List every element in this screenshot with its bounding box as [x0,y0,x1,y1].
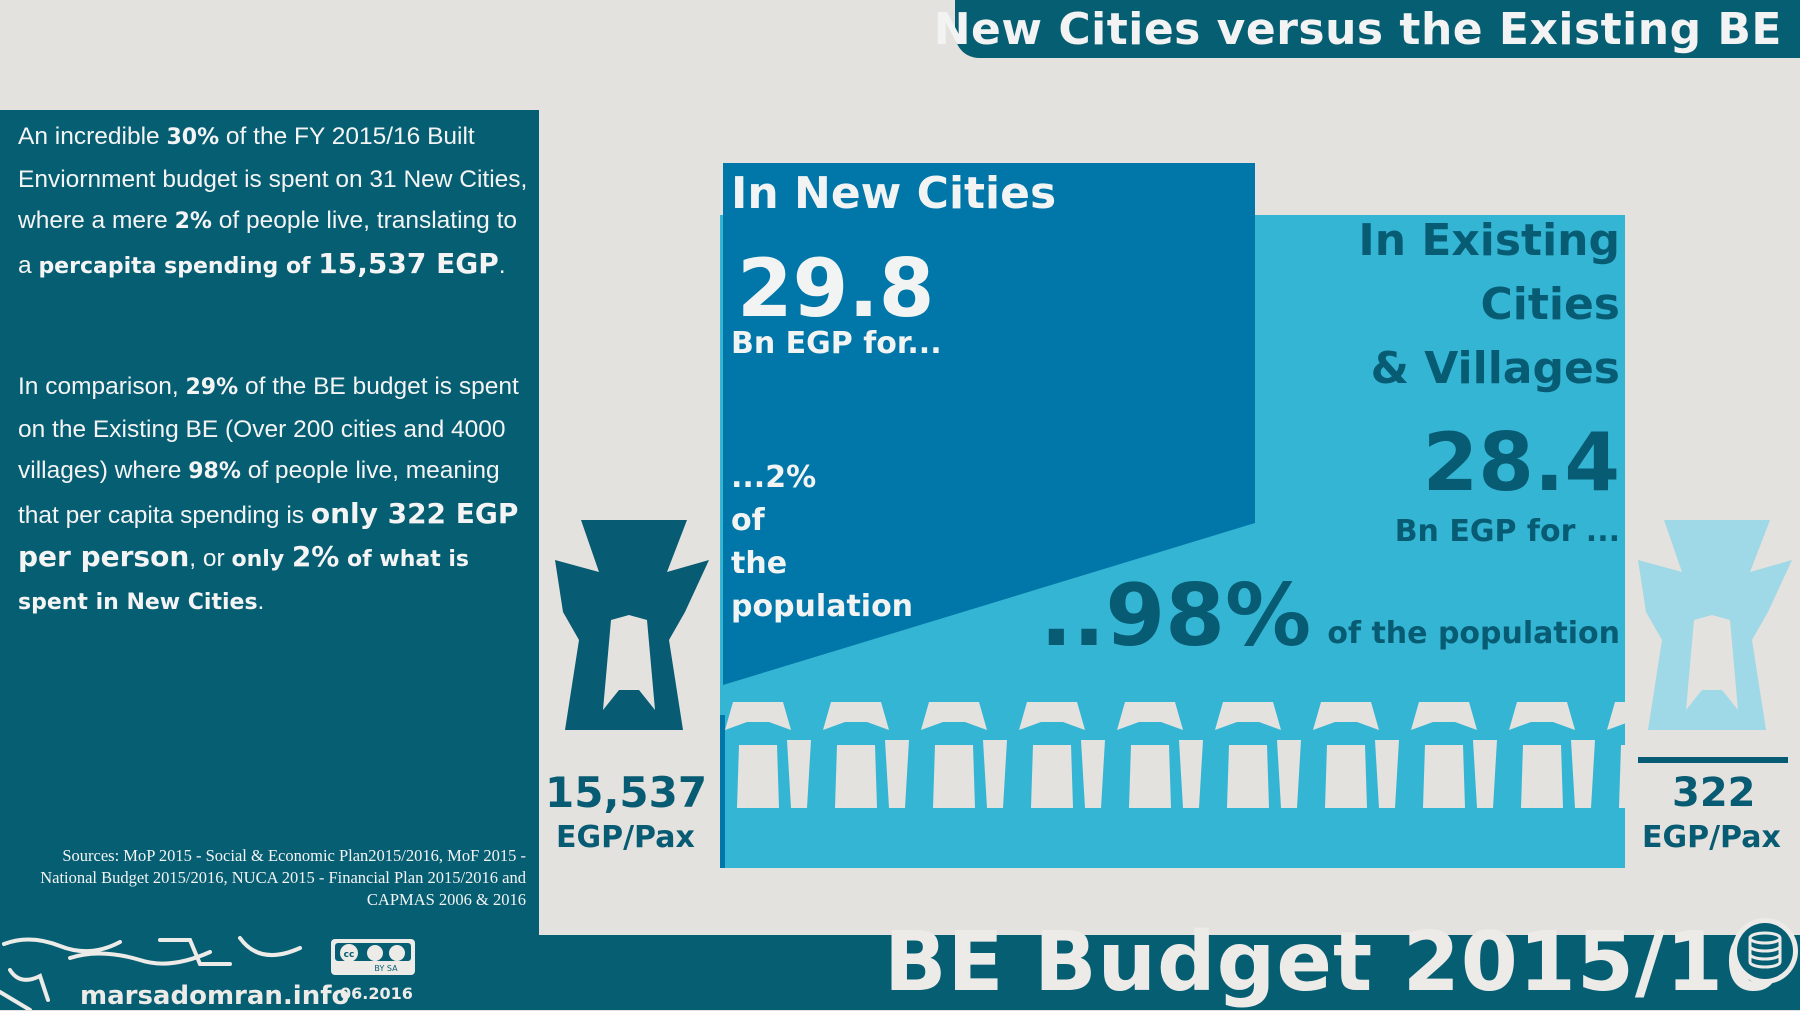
title-bar: New Cities versus the Existing BE [934,0,1800,58]
crowd-figure [1423,745,1465,808]
text-segment: In comparison, [18,373,186,400]
crowd-figure [1227,745,1269,808]
crowd-figure [1375,740,1399,808]
coin-stack-icon [1732,918,1798,984]
crowd-figure [725,702,791,730]
text-segment: 2% [174,209,212,234]
crowd-figure [787,740,811,808]
svg-text:cc: cc [344,950,355,960]
crowd-figure [1473,740,1497,808]
date-label: 06.2016 [340,984,413,1003]
crowd-figure [933,745,975,808]
new-cities-unit: Bn EGP for... [731,326,942,361]
crowd-figure [983,740,1007,808]
crowd-figure [1277,740,1301,808]
crowd-figure [1521,745,1563,808]
sources-note: Sources: MoP 2015 - Social & Economic Pl… [40,846,526,909]
person-figure-icon-small [1638,520,1792,763]
existing-heading: In Existing Cities & Villages [1358,215,1620,394]
crowd-figure [921,702,987,730]
page-title: New Cities versus the Existing BE [933,4,1782,55]
existing-population-label: of the population [1327,616,1620,651]
crowd-figure [1179,740,1203,808]
left-info-panel [0,110,539,1010]
crowd-figure [835,745,877,808]
crowd-figure [1081,740,1105,808]
crowd-figure [1129,745,1171,808]
text-segment: 30% [166,125,220,150]
text-segment: only 322 EGP per person [18,496,519,574]
crowd-figure [1031,745,1073,808]
svg-text:BY SA: BY SA [374,964,398,973]
crowd-figure [1325,745,1367,808]
text-segment: , or [189,545,232,572]
paragraph-existing-be: In comparison, 29% of the BE budget is s… [18,366,528,623]
text-segment: only [231,547,292,572]
existing-value: 28.4 [1422,416,1620,509]
new-cities-block [723,163,1255,685]
text-segment: . [257,587,265,615]
new-cities-value: 29.8 [737,242,935,335]
crowd-edge [720,715,725,868]
person-figure-icon-large [555,520,709,730]
crowd-figure [1215,702,1281,730]
text-segment: percapita spending of [38,253,319,279]
footer-title: BE Budget 2015/16 [884,915,1782,1010]
crowd-figure [885,740,909,808]
text-segment: 98% [188,459,241,484]
text-segment: of people live, meaning that per capita … [18,457,500,529]
crowd-figure [1411,702,1477,730]
crowd-figure [1019,702,1085,730]
text-segment: of the FY 2015/16 Built Enviornment budg… [18,123,528,234]
crowd-figure [1117,702,1183,730]
text-segment: 29% [185,375,239,400]
existing-per-capita-value: 322 [1672,770,1756,816]
text-segment: An incredible [18,123,167,150]
new-cities-population: ...2% of the population [731,460,914,624]
text-segment: of people live, translating to a [18,207,518,279]
crowd-figure [823,702,889,730]
new-cities-per-capita-value: 15,537 [545,768,708,817]
existing-per-capita-unit: EGP/Pax [1642,820,1781,855]
budget-comparison-graphic [720,163,1693,868]
crowd-figure [1313,702,1379,730]
cc-license-icon: cc BY SA [331,939,415,975]
text-segment: 2% [291,540,340,573]
crowd-figure [1571,740,1595,808]
crowd-figure [1509,702,1575,730]
existing-population-pct: ..98% [1040,566,1312,666]
marsad-omran-logo [0,936,302,1010]
text-segment: of the BE budget is spent on the Existin… [18,373,519,484]
existing-unit: Bn EGP for ... [1394,514,1620,549]
logo-text: marsadomran.info [80,981,350,1011]
text-segment: of what is spent in New Cities [18,547,470,615]
text-segment: 15,537 EGP [318,246,499,280]
text-segment: . [498,251,506,279]
crowd-figure [737,745,779,808]
paragraph-new-cities: An incredible 30% of the FY 2015/16 Buil… [18,116,528,287]
new-cities-heading: In New Cities [731,168,1057,219]
new-cities-per-capita-unit: EGP/Pax [556,820,695,855]
